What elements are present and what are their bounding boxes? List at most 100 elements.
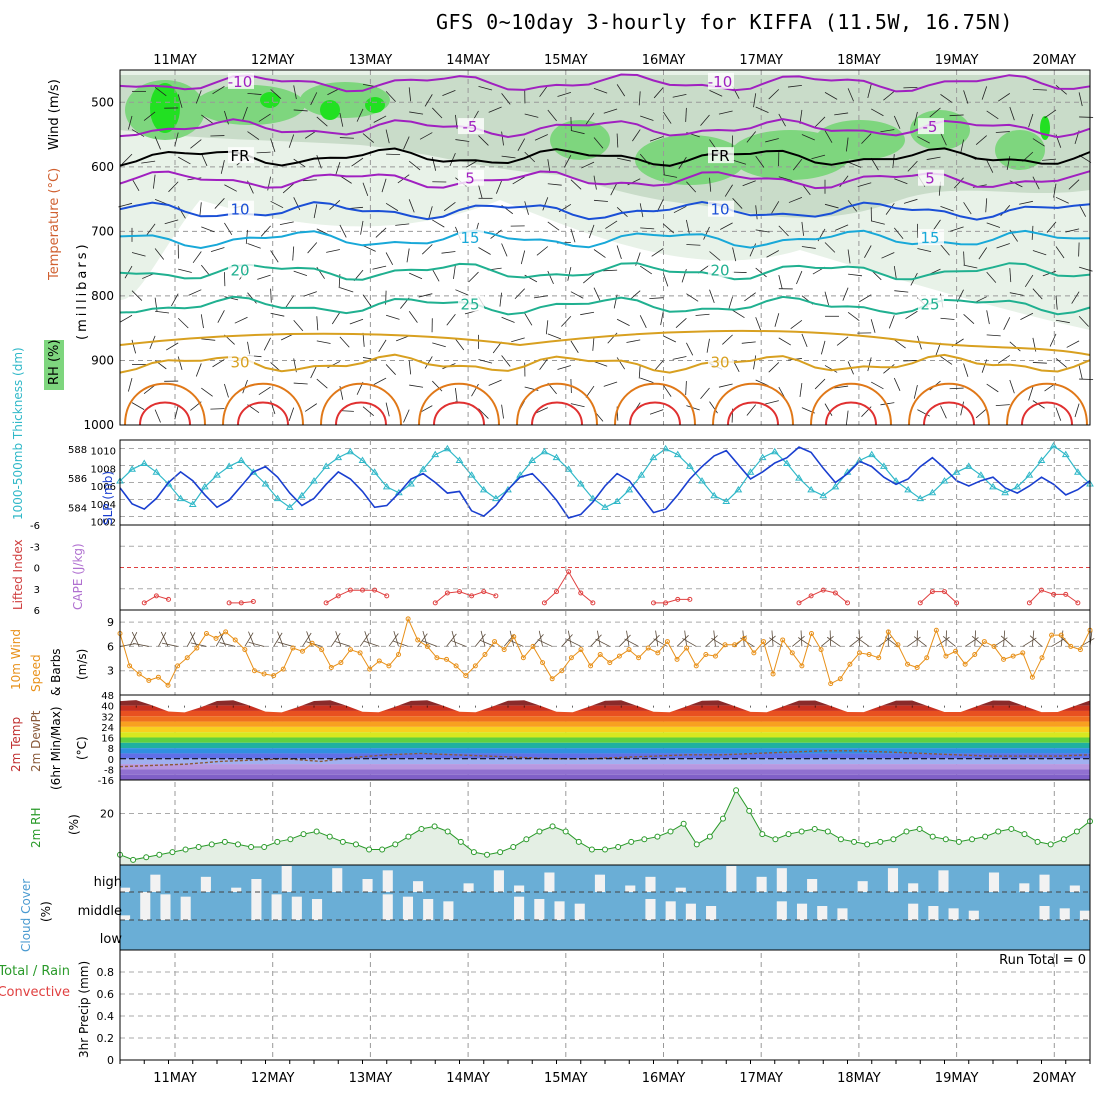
wind-barb bbox=[409, 111, 424, 115]
lifted-index-line bbox=[919, 591, 957, 604]
lifted-index-line bbox=[434, 591, 497, 604]
high-cloud-bar bbox=[281, 866, 292, 892]
high-cloud-bar bbox=[231, 887, 242, 892]
wind-barb bbox=[755, 317, 762, 331]
heat-contour bbox=[629, 401, 681, 426]
wind-barb bbox=[453, 265, 456, 280]
wind-barb bbox=[195, 90, 202, 104]
surface-wind-barb bbox=[624, 638, 639, 647]
rh-bright-patch bbox=[365, 97, 385, 113]
rh-green-patch bbox=[995, 130, 1045, 170]
wind-barb bbox=[488, 379, 502, 386]
middle-cloud-bar bbox=[554, 901, 565, 920]
middle-cloud-bar bbox=[534, 899, 545, 920]
high-cloud-bar bbox=[807, 879, 818, 892]
wind-barb bbox=[514, 288, 525, 300]
wind-barb bbox=[905, 310, 918, 320]
wind-barb bbox=[270, 250, 279, 263]
rh-point bbox=[641, 836, 648, 843]
surface-wind-barb bbox=[936, 636, 950, 647]
wind-barb bbox=[409, 272, 423, 280]
wind-barb bbox=[210, 247, 225, 252]
wind-speed-point bbox=[962, 661, 968, 667]
wind-barb bbox=[639, 265, 653, 275]
wind-barb bbox=[640, 115, 654, 121]
wind-barb bbox=[593, 249, 606, 258]
wind-barb bbox=[443, 201, 456, 212]
wind-barb bbox=[270, 312, 285, 317]
surface-wind-barb bbox=[800, 630, 803, 647]
wind-barb bbox=[282, 183, 294, 194]
wind-barb bbox=[824, 203, 839, 209]
wind-barb bbox=[847, 249, 851, 264]
wind-barb bbox=[787, 84, 802, 88]
wind-barb bbox=[165, 342, 179, 351]
wind-barb bbox=[883, 91, 895, 101]
thickness-point bbox=[989, 482, 997, 490]
wind-barb bbox=[385, 91, 396, 102]
dewpoint-line bbox=[119, 750, 1091, 768]
wind-barb bbox=[316, 378, 328, 389]
contour-label-bg bbox=[228, 261, 254, 278]
surface-wind-barb bbox=[561, 634, 573, 647]
surface-wind-barb bbox=[248, 641, 265, 647]
heat-contour bbox=[1006, 382, 1088, 426]
wind-barb bbox=[870, 157, 879, 171]
wind-barb bbox=[1028, 386, 1034, 401]
wind-barb bbox=[421, 244, 433, 255]
temperature-band bbox=[120, 705, 1090, 711]
temperature-contour bbox=[119, 329, 1091, 356]
wind-barb bbox=[1066, 340, 1080, 348]
wind-barb bbox=[663, 335, 677, 343]
wind-barb bbox=[766, 250, 779, 258]
contour-label: 30 bbox=[230, 354, 249, 372]
wind-barb bbox=[1071, 291, 1080, 304]
surface-wind-barb bbox=[302, 632, 312, 647]
upper-left-labels: Wind (m/s) Temperature (°C) RH (%) bbox=[44, 79, 64, 390]
wind-speed-point bbox=[482, 652, 488, 658]
lifted-index-point bbox=[541, 600, 547, 606]
wind-barb bbox=[1032, 88, 1047, 91]
wind-barb bbox=[488, 106, 502, 113]
wind-speed-point bbox=[453, 663, 459, 669]
rh-point bbox=[628, 838, 635, 845]
slp-label-group: SLP (mb) bbox=[101, 471, 115, 525]
thickness-point bbox=[467, 471, 476, 478]
wind-barb bbox=[848, 273, 863, 277]
precip-tick: 0.8 bbox=[97, 966, 115, 979]
wind-speed-point bbox=[760, 639, 766, 645]
wind-barb bbox=[263, 337, 271, 351]
wind-barb bbox=[867, 357, 872, 372]
wind-barb bbox=[293, 85, 297, 100]
surface-wind-barb bbox=[566, 639, 582, 647]
wind-barb bbox=[950, 226, 964, 232]
wind-tick: 6 bbox=[107, 640, 114, 653]
rh2m-panel: 20 2m RH (%) bbox=[29, 779, 1093, 866]
wind-barb bbox=[455, 139, 470, 142]
y-tick-label: 1000 bbox=[83, 418, 114, 432]
wind-speed-point bbox=[616, 653, 622, 659]
high-cloud-bar bbox=[200, 876, 211, 892]
heat-contour bbox=[825, 401, 877, 426]
contour-label: 15 bbox=[920, 229, 939, 247]
middle-cloud-bar bbox=[271, 894, 282, 920]
temperature-contour bbox=[119, 353, 1091, 374]
temperature-contour bbox=[119, 73, 1091, 93]
wind-barb bbox=[593, 287, 601, 301]
wind-barb bbox=[616, 245, 622, 259]
cape-label-group: CAPE (J/kg) bbox=[71, 543, 85, 610]
wind-barb bbox=[563, 154, 572, 168]
wind-barb bbox=[292, 246, 295, 261]
wind-barb bbox=[996, 243, 1010, 249]
wind-barb bbox=[824, 130, 833, 143]
contour-label: 25 bbox=[920, 296, 939, 314]
wind-speed-point bbox=[799, 663, 805, 669]
middle-cloud-bar bbox=[311, 899, 323, 920]
rh-point bbox=[982, 833, 989, 840]
wind-barb bbox=[917, 136, 930, 144]
surface-wind-barb bbox=[417, 633, 428, 647]
wind-speed-point bbox=[751, 650, 757, 656]
wind-barb bbox=[662, 161, 665, 176]
wind-barb bbox=[1032, 362, 1047, 364]
wind-barb bbox=[778, 225, 789, 237]
